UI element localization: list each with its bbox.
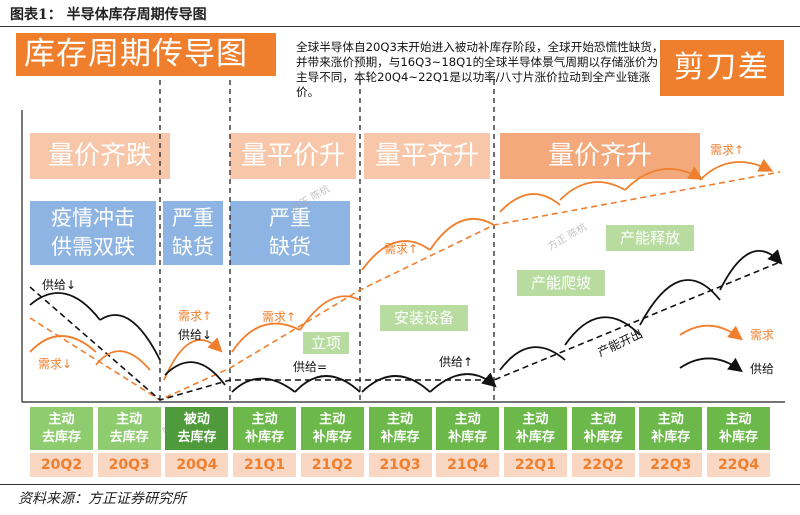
stage-cell: 主动 补库存 (639, 407, 703, 450)
box-shortage2-line2: 缺货 (269, 235, 311, 259)
phase-separators (159, 80, 495, 400)
stage-cell: 主动 去库存 (30, 407, 93, 450)
stage-line2: 补库存 (448, 430, 488, 445)
quarter-cell: 21Q2 (300, 453, 364, 477)
label-supply-down-2: 供给↓ (178, 328, 213, 342)
demand-arcs (29, 158, 774, 381)
bottom-rule (0, 484, 800, 485)
supply-trend-line (29, 261, 781, 401)
box-pandemic-shock: 疫情冲击 供需双跌 (30, 201, 156, 265)
box-pandemic-line2: 供需双跌 (51, 235, 135, 259)
label-supply-down: 供给↓ (42, 278, 77, 292)
stage-cell: 主动 补库存 (707, 407, 770, 450)
stage-line2: 补库存 (583, 430, 623, 445)
stage-line1: 主动 (48, 412, 75, 427)
stage-cell: 主动 补库存 (233, 407, 297, 450)
stage-line2: 补库存 (515, 430, 555, 445)
box-shortage2-line1: 严重 (269, 206, 311, 230)
stage-line2: 补库存 (380, 430, 420, 445)
stage-line1: 被动 (183, 412, 210, 427)
stage-cell: 主动 补库存 (503, 407, 567, 450)
legend-supply-label: 供给 (750, 362, 775, 376)
label-demand-up-4: 需求↑ (710, 143, 745, 157)
stage-cell: 主动 补库存 (571, 407, 635, 450)
box-project-approval: 立项 (303, 332, 349, 354)
box-shortage1-line2: 缺货 (172, 235, 214, 259)
stage-line1: 主动 (725, 412, 752, 427)
stage-line1: 主动 (590, 412, 617, 427)
box-severe-shortage-2: 严重 缺货 (230, 201, 350, 265)
quarter-cell: 20Q2 (30, 453, 93, 477)
legend-demand-label: 需求 (750, 328, 775, 342)
quarter-cell: 21Q3 (368, 453, 432, 477)
quarter-cell: 21Q1 (233, 453, 297, 477)
quarter-cell: 20Q4 (165, 453, 229, 477)
stage-line1: 主动 (319, 412, 346, 427)
stage-line1: 主动 (454, 412, 481, 427)
quarter-cell: 22Q2 (571, 453, 635, 477)
label-demand-up-1: 需求↑ (178, 309, 213, 323)
demand-trend-line (29, 171, 781, 401)
quarter-cell: 22Q4 (707, 453, 770, 477)
quarter-cell: 22Q1 (503, 453, 567, 477)
label-demand-down: 需求↓ (38, 357, 73, 371)
stage-cell: 主动 补库存 (436, 407, 500, 450)
box-capacity-release: 产能释放 (606, 225, 694, 251)
label-supply-equal: 供给= (293, 360, 328, 374)
stage-cell: 主动 补库存 (368, 407, 432, 450)
label-supply-up: 供给↑ (439, 355, 474, 369)
box-severe-shortage-1: 严重 缺货 (163, 201, 223, 265)
stage-line2: 补库存 (312, 430, 352, 445)
phase-vol-flat-price-up: 量平价升 (230, 133, 356, 179)
phase-vol-price-rise: 量价齐升 (500, 133, 700, 179)
source-note: 资料来源：方正证券研究所 (18, 491, 186, 507)
label-demand-up-2: 需求↑ (262, 310, 297, 324)
quarter-cell: 20Q3 (97, 453, 161, 477)
stage-line2: 补库存 (245, 430, 285, 445)
main-title: 库存周期传导图 (16, 33, 276, 76)
stage-line2: 补库存 (718, 430, 758, 445)
phase-vol-price-fall: 量价齐跌 (30, 133, 170, 179)
stage-cell: 被动 去库存 (165, 407, 229, 450)
stage-cell: 主动 去库存 (97, 407, 161, 450)
stage-line2: 补库存 (651, 430, 691, 445)
box-install-equipment: 安装设备 (380, 305, 468, 331)
phase-vol-flat-rise: 量平齐升 (364, 133, 490, 179)
top-rule (0, 26, 800, 27)
stage-line2: 去库存 (41, 430, 81, 445)
box-pandemic-line1: 疫情冲击 (51, 206, 135, 230)
stage-line1: 主动 (116, 412, 143, 427)
quarter-cell: 22Q3 (639, 453, 703, 477)
legend-supply-arc (679, 357, 743, 373)
stage-line2: 去库存 (109, 430, 149, 445)
description-text: 全球半导体自20Q3末开始进入被动补库存阶段，全球开始恐慌性缺货，并带来涨价预期… (296, 40, 664, 99)
box-capacity-ramp: 产能爬坡 (517, 270, 605, 296)
figure-title: 图表1： 半导体库存周期传导图 (10, 7, 207, 23)
stage-line1: 主动 (522, 412, 549, 427)
label-demand-up-3: 需求↑ (384, 242, 419, 256)
supply-arcs (29, 249, 783, 393)
box-shortage1-line1: 严重 (172, 206, 214, 230)
stage-line1: 主动 (251, 412, 278, 427)
stage-line1: 主动 (386, 412, 413, 427)
stage-cell: 主动 补库存 (300, 407, 364, 450)
legend-demand-arc (679, 324, 743, 341)
stage-line1: 主动 (657, 412, 684, 427)
quarter-cell: 21Q4 (436, 453, 500, 477)
stage-line2: 去库存 (177, 430, 217, 445)
scissors-gap-label: 剪刀差 (660, 40, 784, 96)
